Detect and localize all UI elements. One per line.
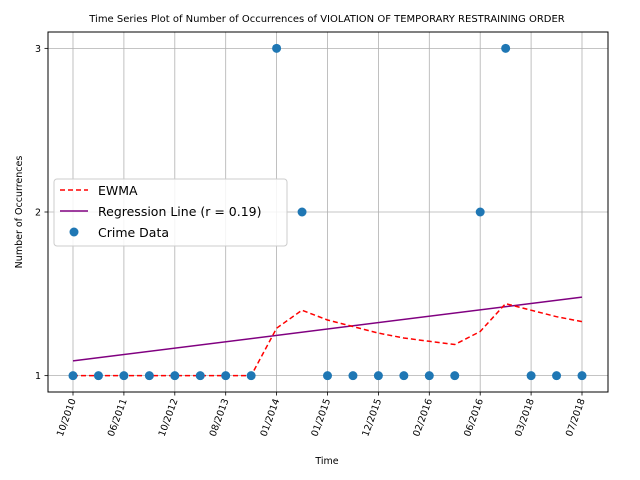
crime-data-point xyxy=(475,207,485,217)
legend-swatch-crime-data xyxy=(69,227,79,237)
crime-data-point xyxy=(297,207,307,217)
legend-label-ewma: EWMA xyxy=(98,183,138,198)
crime-data-point xyxy=(348,371,358,381)
crime-data-point xyxy=(68,371,78,381)
legend: EWMA Regression Line (r = 0.19) Crime Da… xyxy=(53,178,288,247)
legend-frame xyxy=(53,178,288,247)
grid xyxy=(48,32,608,392)
crime-data-point xyxy=(323,371,332,381)
crime-data-point xyxy=(195,371,205,381)
crime-data-point xyxy=(119,371,129,381)
crime-data-point xyxy=(170,371,180,381)
ewma-line xyxy=(73,302,583,377)
crime-data-point xyxy=(144,371,154,381)
x-axis-label: Time xyxy=(314,456,338,467)
crime-data-point xyxy=(93,371,103,381)
crime-data-point xyxy=(373,371,383,381)
chart-title: Time Series Plot of Number of Occurrence… xyxy=(88,14,565,25)
y-tick-label: 2 xyxy=(35,208,41,219)
crime-data-point xyxy=(424,371,434,381)
crime-data-point xyxy=(221,371,231,381)
crime-data-point xyxy=(577,371,587,381)
y-tick-label: 1 xyxy=(35,371,41,382)
crime-data-point xyxy=(399,371,409,381)
crime-data-point xyxy=(501,43,511,53)
y-tick-label: 3 xyxy=(35,44,41,55)
legend-label-regression: Regression Line (r = 0.19) xyxy=(98,204,262,219)
crime-data-point xyxy=(272,43,282,53)
crime-data-point xyxy=(552,371,562,381)
legend-label-crime-data: Crime Data xyxy=(98,225,169,240)
regression-line xyxy=(72,296,583,362)
crime-data-point xyxy=(246,371,256,381)
series-layer xyxy=(68,43,587,381)
crime-data-point xyxy=(526,371,536,381)
y-axis-label: Number of Occurrences xyxy=(14,156,25,269)
crime-data-point xyxy=(450,371,460,381)
